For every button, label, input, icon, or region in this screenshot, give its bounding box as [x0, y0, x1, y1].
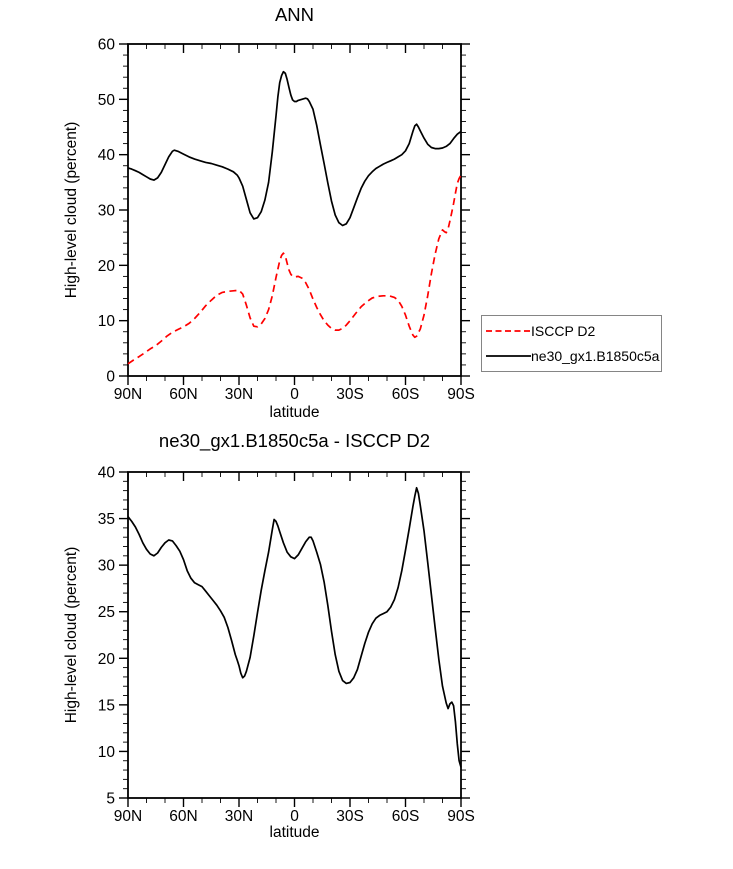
y-tick-label: 15 [98, 697, 115, 714]
series-curve [127, 486, 462, 768]
x-tick-label: 60N [169, 808, 197, 825]
legend-label-ne30: ne30_gx1.B1850c5a [531, 348, 660, 364]
legend-entry-isccp-d2: ISCCP D2 [485, 319, 661, 344]
bottom-chart-x-axis-label: latitude [269, 824, 320, 841]
bottom-chart-plot: 90N 60N 30N 0 30S 60S 90S 5 10 15 20 25 30 35 40 [98, 465, 475, 826]
red-dashed-line-sample [486, 330, 531, 332]
x-tick-label: 30S [336, 808, 364, 825]
x-tick-label: 30N [225, 808, 253, 825]
series-curve [127, 70, 462, 227]
x-tick-label: 0 [290, 808, 299, 825]
top-chart-plot: 90N 60N 30N 0 30S 60S 90S 0 10 20 30 40 50 60 [98, 37, 475, 404]
x-tick-label: 60S [392, 808, 420, 825]
y-tick-label: 30 [98, 558, 116, 575]
series-curve [127, 174, 462, 365]
x-tick-label: 90S [447, 808, 475, 825]
bottom-chart-title: ne30_gx1.B1850c5a - ISCCP D2 [158, 430, 431, 451]
legend-entry-ne30: ne30_gx1.B1850c5a [485, 344, 661, 369]
top-chart-x-axis-label: latitude [269, 404, 320, 421]
x-tick-label: 90S [447, 386, 475, 403]
y-tick-label: 25 [98, 604, 115, 621]
black-solid-line-sample [486, 355, 531, 357]
x-tick-label: 90N [114, 808, 142, 825]
top-chart-y-axis-label: High-level cloud (percent) [63, 121, 80, 299]
y-tick-label: 60 [98, 37, 116, 54]
y-tick-label: 30 [98, 203, 116, 220]
y-tick-label: 20 [98, 651, 116, 668]
legend-box: ISCCP D2 ne30_gx1.B1850c5a [481, 315, 662, 372]
x-tick-label: 90N [114, 386, 142, 403]
x-tick-label: 30N [225, 386, 253, 403]
y-tick-label: 50 [98, 92, 116, 109]
x-tick-label: 60N [169, 386, 197, 403]
y-tick-label: 10 [98, 313, 116, 330]
bottom-chart-y-axis-label: High-level cloud (percent) [63, 546, 80, 724]
y-tick-label: 0 [106, 369, 115, 386]
x-tick-label: 30S [336, 386, 364, 403]
x-tick-label: 60S [392, 386, 420, 403]
legend-label-isccp-d2: ISCCP D2 [531, 323, 596, 339]
y-tick-label: 10 [98, 744, 116, 761]
y-tick-label: 40 [98, 147, 116, 164]
top-chart-title: ANN [274, 4, 315, 25]
y-tick-label: 20 [98, 258, 116, 275]
y-tick-label: 40 [98, 465, 116, 482]
x-tick-label: 0 [290, 386, 299, 403]
y-tick-label: 5 [106, 791, 115, 808]
y-tick-label: 35 [98, 511, 115, 528]
